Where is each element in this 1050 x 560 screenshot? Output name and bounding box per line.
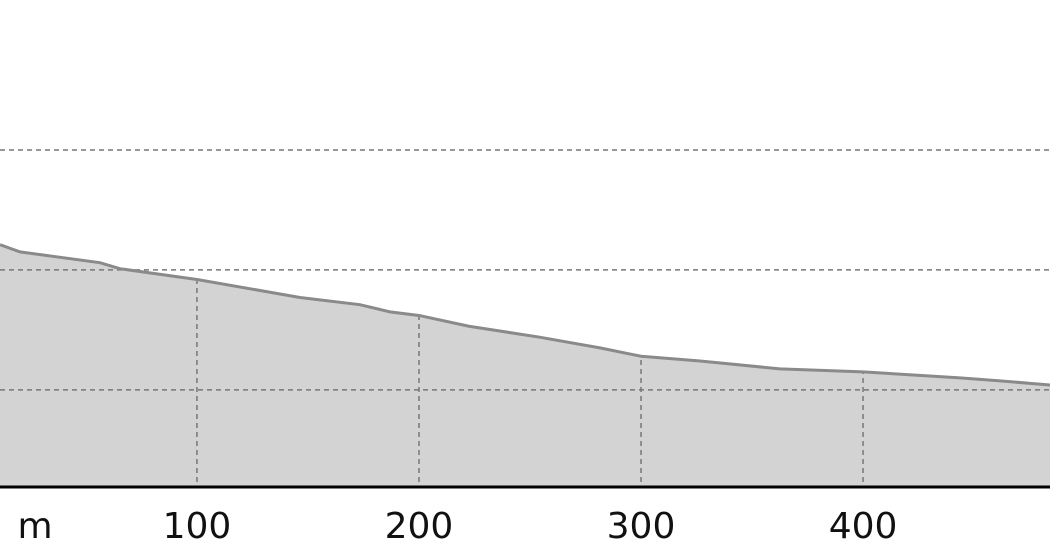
profile-line (0, 243, 1050, 387)
x-axis-label: m (17, 506, 52, 547)
x-tick-label: 400 (829, 506, 898, 547)
area (0, 244, 1050, 487)
x-tick-label: 300 (607, 506, 676, 547)
x-grid-group (196, 244, 864, 487)
x-tick-label: 100 (163, 506, 232, 547)
x-tick-label: 200 (385, 506, 454, 547)
